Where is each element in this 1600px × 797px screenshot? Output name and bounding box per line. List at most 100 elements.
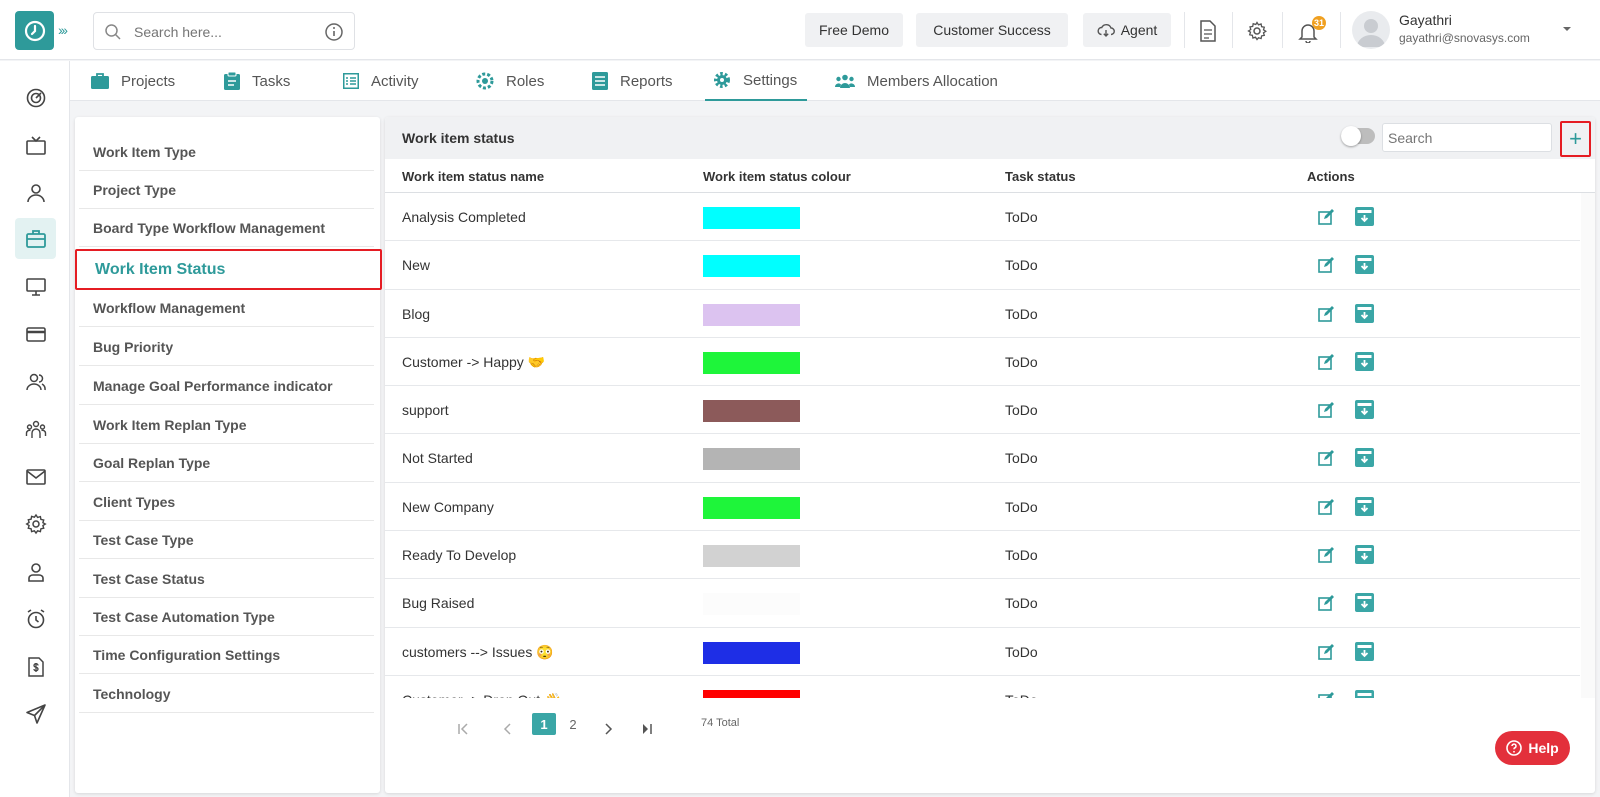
archive-icon[interactable] xyxy=(1355,448,1374,468)
first-page-icon[interactable] xyxy=(457,718,469,740)
settings-menu-item[interactable]: Bug Priority xyxy=(79,328,374,366)
settings-menu-item[interactable]: Manage Goal Performance indicator xyxy=(79,367,374,405)
archive-icon[interactable] xyxy=(1355,496,1374,516)
tab-roles[interactable]: Roles xyxy=(476,61,544,101)
edit-icon[interactable] xyxy=(1318,595,1335,612)
table-row: New ToDo xyxy=(385,241,1580,290)
panel-title: Work item status xyxy=(402,130,515,146)
customer-success-button[interactable]: Customer Success xyxy=(916,13,1068,47)
archive-icon[interactable] xyxy=(1355,593,1374,613)
projects-briefcase-icon[interactable] xyxy=(15,218,56,259)
agent-button[interactable]: Agent xyxy=(1083,13,1171,47)
panel-header: Work item status + xyxy=(385,117,1595,159)
app-logo[interactable] xyxy=(15,11,54,50)
settings-menu-item-active[interactable]: Work Item Status xyxy=(75,249,382,290)
expand-menu-icon[interactable]: ››› xyxy=(58,22,68,38)
settings-gear-icon[interactable] xyxy=(1247,21,1267,41)
edit-icon[interactable] xyxy=(1318,402,1335,419)
total-count: 74 Total xyxy=(701,717,740,729)
clock-logo-icon xyxy=(24,20,45,41)
table-scrollbar[interactable] xyxy=(1581,193,1595,698)
divider xyxy=(1184,12,1185,48)
tab-reports[interactable]: Reports xyxy=(592,61,673,101)
settings-menu-item[interactable]: Board Type Workflow Management xyxy=(79,209,374,247)
badge-user-icon xyxy=(27,562,44,582)
tab-members-allocation[interactable]: Members Allocation xyxy=(835,61,998,101)
archive-icon[interactable] xyxy=(1355,303,1374,323)
search-icon xyxy=(105,24,121,40)
column-header-task-status: Task status xyxy=(1005,169,1076,184)
group-icon[interactable] xyxy=(15,409,56,450)
bell-icon[interactable] xyxy=(1298,22,1318,43)
settings-menu-item[interactable]: Client Types xyxy=(79,483,374,521)
tab-activity[interactable]: Activity xyxy=(343,61,419,101)
edit-icon[interactable] xyxy=(1318,257,1335,274)
desktop-icon[interactable] xyxy=(15,266,56,307)
settings-menu-item[interactable]: Time Configuration Settings xyxy=(79,636,374,674)
page-2[interactable]: 2 xyxy=(569,716,577,732)
edit-icon[interactable] xyxy=(1318,353,1335,371)
settings-menu-item[interactable]: Goal Replan Type xyxy=(79,444,374,482)
tab-settings[interactable]: Settings xyxy=(705,61,808,101)
settings-menu-item[interactable]: Work Item Replan Type xyxy=(79,406,374,444)
page-current[interactable]: 1 xyxy=(532,713,556,735)
table-row: Ready To Develop ToDo xyxy=(385,531,1580,580)
settings-menu-item[interactable]: Project Type xyxy=(79,171,374,209)
edit-icon[interactable] xyxy=(1318,209,1335,226)
next-page-icon[interactable] xyxy=(602,718,614,740)
archive-icon[interactable] xyxy=(1355,255,1374,275)
settings-menu-item[interactable]: Test Case Type xyxy=(79,521,374,559)
settings-icon[interactable] xyxy=(15,503,56,544)
archive-icon[interactable] xyxy=(1355,545,1374,565)
dashboard-icon[interactable] xyxy=(15,77,56,118)
edit-icon[interactable] xyxy=(1318,691,1335,698)
status-colour-swatch xyxy=(703,689,800,698)
status-colour-swatch xyxy=(703,303,800,326)
settings-menu-item[interactable]: Test Case Status xyxy=(79,560,374,598)
add-status-button[interactable]: + xyxy=(1560,121,1591,157)
last-page-icon[interactable] xyxy=(641,718,653,740)
edit-icon[interactable] xyxy=(1318,547,1335,564)
info-icon[interactable] xyxy=(324,22,344,42)
archive-icon[interactable] xyxy=(1355,207,1374,226)
tab-projects[interactable]: Projects xyxy=(91,61,175,101)
alarm-clock-icon xyxy=(27,608,44,628)
prev-page-icon[interactable] xyxy=(502,718,514,740)
help-button[interactable]: Help xyxy=(1495,731,1570,765)
archive-icon[interactable] xyxy=(1355,689,1374,698)
archive-icon[interactable] xyxy=(1355,400,1374,420)
edit-icon[interactable] xyxy=(1318,498,1335,516)
user-name[interactable]: Gayathri xyxy=(1399,12,1452,28)
archive-icon[interactable] xyxy=(1355,351,1374,371)
invoice-icon[interactable] xyxy=(15,646,56,687)
edit-icon[interactable] xyxy=(1318,450,1335,467)
settings-menu-item[interactable]: Work Item Type xyxy=(79,133,374,171)
settings-menu-item[interactable]: Test Case Automation Type xyxy=(79,598,374,636)
tab-tasks[interactable]: Tasks xyxy=(224,61,290,101)
employee-icon[interactable] xyxy=(15,551,56,592)
global-search-input[interactable] xyxy=(134,21,314,43)
chevron-down-icon[interactable] xyxy=(1562,25,1572,33)
free-demo-button[interactable]: Free Demo xyxy=(805,13,903,47)
user-avatar-icon xyxy=(1357,19,1385,47)
edit-icon[interactable] xyxy=(1318,643,1335,661)
edit-icon[interactable] xyxy=(1318,305,1335,323)
status-search-input[interactable] xyxy=(1382,123,1552,152)
mail-icon[interactable] xyxy=(15,456,56,497)
archive-toggle[interactable] xyxy=(1341,126,1375,146)
document-icon[interactable] xyxy=(1199,20,1217,42)
avatar[interactable] xyxy=(1352,11,1390,49)
help-label: Help xyxy=(1528,740,1559,756)
people-group-icon xyxy=(25,420,46,438)
settings-menu-item[interactable]: Technology xyxy=(79,675,374,713)
status-colour-swatch xyxy=(703,641,800,664)
column-header-actions: Actions xyxy=(1307,169,1355,184)
archive-icon[interactable] xyxy=(1355,641,1374,661)
profile-icon[interactable] xyxy=(15,172,56,213)
card-icon[interactable] xyxy=(15,313,56,354)
tv-icon[interactable] xyxy=(15,125,56,166)
settings-menu-item[interactable]: Workflow Management xyxy=(79,289,374,327)
send-icon[interactable] xyxy=(15,693,56,734)
alarm-icon[interactable] xyxy=(15,598,56,639)
team-icon[interactable] xyxy=(15,361,56,402)
